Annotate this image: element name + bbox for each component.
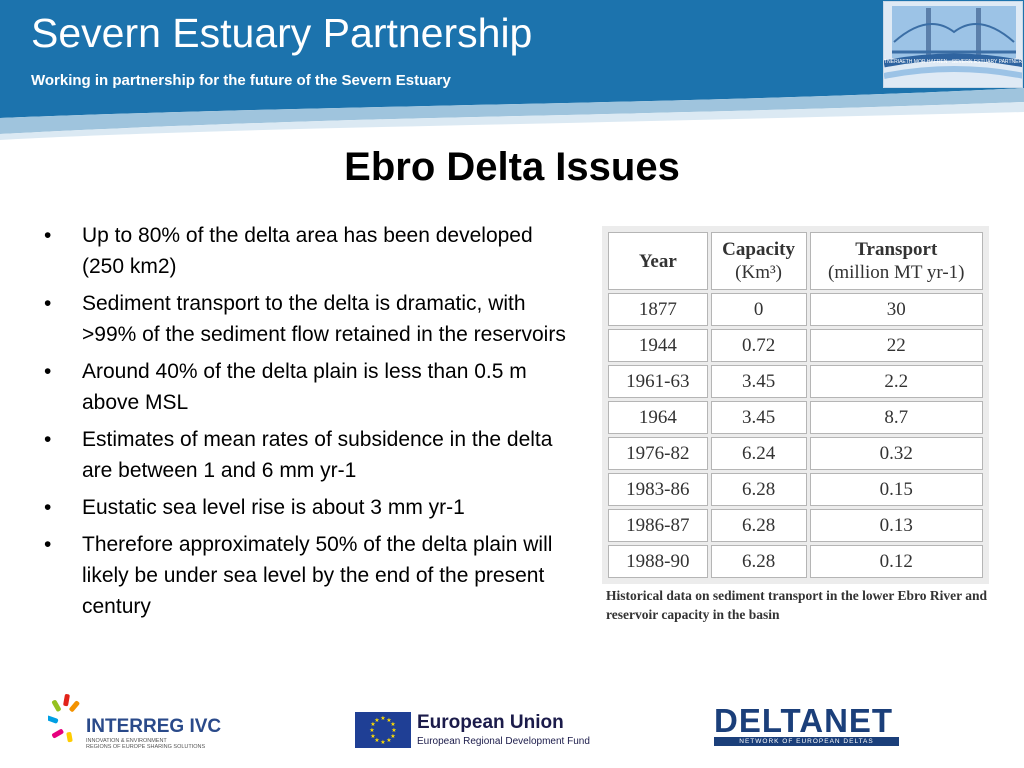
- deltanet-name: DELTANET: [714, 702, 894, 739]
- cell-capacity: 3.45: [710, 401, 807, 434]
- cell-transport: 30: [809, 293, 983, 326]
- eu-logo: ★ ★ ★ ★ ★ ★ ★ ★ ★ ★ ★ ★ European Union European …: [355, 710, 595, 750]
- svg-text:★: ★: [374, 737, 379, 744]
- svg-text:★: ★: [370, 721, 375, 728]
- cell-year: 1976-82: [608, 437, 708, 470]
- table-row: 1944 0.72 22: [608, 329, 983, 362]
- cell-capacity: 3.45: [710, 365, 807, 398]
- table-row: 1964 3.45 8.7: [608, 401, 983, 434]
- cell-transport: 22: [809, 329, 983, 362]
- table-row: 1877 0 30: [608, 293, 983, 326]
- cell-capacity: 6.28: [710, 509, 807, 542]
- deltanet-logo: DELTANET NETWORK OF EUROPEAN DELTAS: [714, 704, 899, 746]
- svg-text:★: ★: [374, 717, 379, 724]
- svg-text:★: ★: [380, 715, 385, 722]
- bullet-item: Therefore approximately 50% of the delta…: [42, 529, 572, 622]
- deltanet-tagline: NETWORK OF EUROPEAN DELTAS: [714, 737, 899, 746]
- svg-text:★: ★: [370, 733, 375, 740]
- sediment-table-container: Year Capacity (Km³) Transport (million MT …: [602, 226, 989, 584]
- svg-text:★: ★: [390, 733, 395, 740]
- table-row: 1961-63 3.45 2.2: [608, 365, 983, 398]
- bullet-item: Estimates of mean rates of subsidence in…: [42, 424, 572, 486]
- cell-year: 1961-63: [608, 365, 708, 398]
- svg-text:★: ★: [386, 737, 391, 744]
- sediment-table: Year Capacity (Km³) Transport (million MT …: [605, 229, 986, 581]
- eu-name: European Union: [417, 712, 564, 733]
- cell-transport: 2.2: [809, 365, 983, 398]
- interreg-burst-icon: [48, 694, 80, 743]
- cell-capacity: 0.72: [710, 329, 807, 362]
- eu-fund-name: European Regional Development Fund: [417, 736, 590, 747]
- svg-text:★: ★: [386, 717, 391, 724]
- cell-year: 1944: [608, 329, 708, 362]
- partnership-logo: PARTNERIAETH MOR HAFREN · SEVERN ESTUARY…: [883, 1, 1023, 88]
- bullet-list: Up to 80% of the delta area has been dev…: [42, 220, 572, 628]
- cell-year: 1877: [608, 293, 708, 326]
- svg-text:★: ★: [390, 721, 395, 728]
- interreg-name: INTERREG IVC: [86, 716, 222, 737]
- cell-transport: 0.12: [809, 545, 983, 578]
- header-capacity: Capacity (Km³): [710, 232, 807, 290]
- table-row: 1986-87 6.28 0.13: [608, 509, 983, 542]
- bullet-item: Eustatic sea level rise is about 3 mm yr…: [42, 492, 572, 523]
- interreg-tagline: INNOVATION & ENVIRONMENT REGIONS OF EURO…: [86, 738, 206, 750]
- cell-capacity: 6.24: [710, 437, 807, 470]
- header-banner: Severn Estuary Partnership Working in pa…: [0, 0, 1024, 140]
- bullet-item: Sediment transport to the delta is drama…: [42, 288, 572, 350]
- header-subtitle: Working in partnership for the future of…: [31, 72, 451, 89]
- table-row: 1983-86 6.28 0.15: [608, 473, 983, 506]
- header-title: Severn Estuary Partnership: [31, 10, 533, 56]
- header-transport: Transport (million MT yr-1): [809, 232, 983, 290]
- cell-transport: 8.7: [809, 401, 983, 434]
- svg-text:★: ★: [369, 727, 374, 734]
- table-row: 1988-90 6.28 0.12: [608, 545, 983, 578]
- cell-capacity: 6.28: [710, 473, 807, 506]
- header-wave-graphic: [0, 0, 1024, 140]
- cell-capacity: 6.28: [710, 545, 807, 578]
- slide-title: Ebro Delta Issues: [344, 145, 680, 189]
- bullet-item: Up to 80% of the delta area has been dev…: [42, 220, 572, 282]
- table-caption: Historical data on sediment transport in…: [606, 588, 987, 622]
- header-year: Year: [608, 232, 708, 290]
- cell-transport: 0.13: [809, 509, 983, 542]
- eu-flag-icon: ★ ★ ★ ★ ★ ★ ★ ★ ★ ★ ★ ★: [355, 712, 411, 748]
- cell-year: 1988-90: [608, 545, 708, 578]
- cell-year: 1964: [608, 401, 708, 434]
- table-header-row: Year Capacity (Km³) Transport (million MT …: [608, 232, 983, 290]
- cell-transport: 0.32: [809, 437, 983, 470]
- svg-text:★: ★: [391, 727, 396, 734]
- svg-text:PARTNERIAETH MOR HAFREN · SEVE: PARTNERIAETH MOR HAFREN · SEVERN ESTUARY…: [884, 59, 1023, 65]
- bullet-item: Around 40% of the delta plain is less th…: [42, 356, 572, 418]
- svg-text:★: ★: [380, 739, 385, 746]
- cell-year: 1986-87: [608, 509, 708, 542]
- interreg-logo: INTERREG IVC INNOVATION & ENVIRONMENT RE…: [48, 692, 228, 752]
- cell-capacity: 0: [710, 293, 807, 326]
- table-row: 1976-82 6.24 0.32: [608, 437, 983, 470]
- cell-transport: 0.15: [809, 473, 983, 506]
- cell-year: 1983-86: [608, 473, 708, 506]
